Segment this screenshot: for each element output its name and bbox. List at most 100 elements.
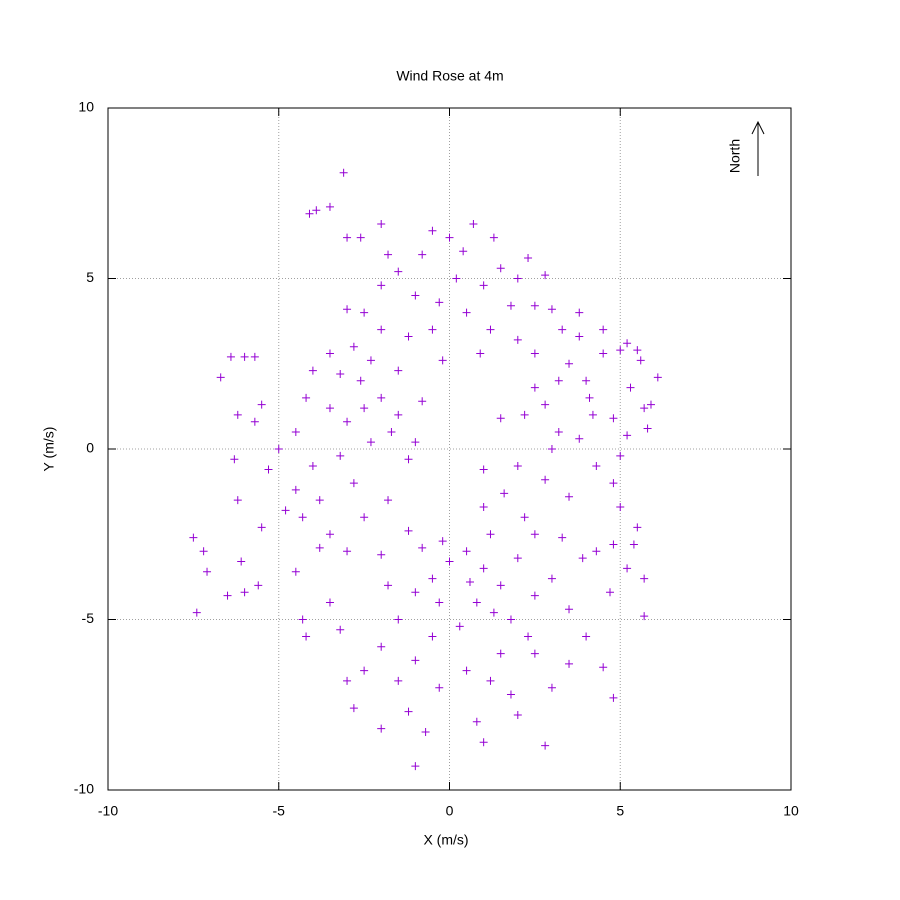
point bbox=[291, 485, 300, 494]
north-annotation: North bbox=[727, 139, 743, 173]
point bbox=[506, 301, 515, 310]
point bbox=[264, 465, 273, 474]
point bbox=[565, 359, 574, 368]
point bbox=[192, 608, 201, 617]
chart-title: Wind Rose at 4m bbox=[396, 68, 503, 84]
point bbox=[233, 496, 242, 505]
point bbox=[298, 615, 307, 624]
point bbox=[336, 625, 345, 634]
point bbox=[411, 656, 420, 665]
point bbox=[496, 414, 505, 423]
point bbox=[496, 264, 505, 273]
point bbox=[404, 707, 413, 716]
point bbox=[609, 540, 618, 549]
point bbox=[384, 250, 393, 259]
point bbox=[418, 397, 427, 406]
point bbox=[520, 410, 529, 419]
y-tick-label: 0 bbox=[86, 440, 94, 456]
point bbox=[356, 233, 365, 242]
point bbox=[421, 728, 430, 737]
point bbox=[325, 202, 334, 211]
point bbox=[547, 445, 556, 453]
point bbox=[356, 376, 365, 385]
y-tick-label: -10 bbox=[74, 781, 94, 797]
x-tick-label: -5 bbox=[273, 803, 286, 819]
point bbox=[653, 373, 662, 382]
point bbox=[336, 369, 345, 378]
point bbox=[623, 431, 632, 440]
point bbox=[360, 404, 369, 413]
point bbox=[308, 462, 317, 471]
point bbox=[366, 356, 375, 365]
point bbox=[575, 434, 584, 443]
point bbox=[479, 465, 488, 474]
point bbox=[411, 588, 420, 597]
x-tick-label: 5 bbox=[616, 803, 624, 819]
point bbox=[530, 383, 539, 392]
point bbox=[623, 564, 632, 573]
point bbox=[541, 271, 550, 280]
point bbox=[541, 475, 550, 484]
point bbox=[558, 533, 567, 542]
point bbox=[203, 567, 212, 576]
point bbox=[325, 349, 334, 358]
point bbox=[377, 281, 386, 290]
point bbox=[257, 400, 266, 409]
point bbox=[404, 526, 413, 535]
point bbox=[377, 325, 386, 334]
point bbox=[404, 455, 413, 464]
point bbox=[343, 676, 352, 685]
point bbox=[452, 274, 461, 283]
point bbox=[445, 557, 454, 566]
point bbox=[486, 530, 495, 539]
point bbox=[226, 352, 235, 361]
point bbox=[366, 438, 375, 447]
point bbox=[513, 462, 522, 471]
point bbox=[302, 632, 311, 641]
point bbox=[609, 693, 618, 702]
point bbox=[582, 632, 591, 641]
point bbox=[394, 615, 403, 624]
point bbox=[636, 356, 645, 365]
point bbox=[308, 366, 317, 375]
point bbox=[513, 274, 522, 283]
point bbox=[633, 523, 642, 532]
point bbox=[547, 683, 556, 692]
point bbox=[428, 574, 437, 583]
x-tick-label: 10 bbox=[783, 803, 799, 819]
point bbox=[479, 738, 488, 747]
point bbox=[472, 598, 481, 607]
point bbox=[343, 547, 352, 556]
point bbox=[377, 642, 386, 651]
point bbox=[530, 591, 539, 600]
point bbox=[411, 762, 420, 771]
point bbox=[360, 308, 369, 317]
point bbox=[578, 554, 587, 563]
point bbox=[541, 741, 550, 750]
point bbox=[230, 455, 239, 464]
point bbox=[565, 605, 574, 614]
point bbox=[250, 352, 259, 361]
point bbox=[274, 445, 283, 453]
point bbox=[640, 574, 649, 583]
point bbox=[465, 577, 474, 586]
point bbox=[489, 233, 498, 242]
point bbox=[640, 612, 649, 621]
point bbox=[479, 564, 488, 573]
point bbox=[513, 554, 522, 563]
point bbox=[411, 438, 420, 447]
point bbox=[377, 393, 386, 402]
point bbox=[599, 663, 608, 672]
point bbox=[377, 550, 386, 559]
point bbox=[592, 462, 601, 471]
point bbox=[599, 325, 608, 334]
point bbox=[298, 513, 307, 522]
point bbox=[281, 506, 290, 515]
point bbox=[599, 349, 608, 358]
point bbox=[360, 666, 369, 675]
point bbox=[582, 376, 591, 385]
point bbox=[520, 513, 529, 522]
point bbox=[315, 543, 324, 552]
point bbox=[237, 557, 246, 566]
point bbox=[302, 393, 311, 402]
